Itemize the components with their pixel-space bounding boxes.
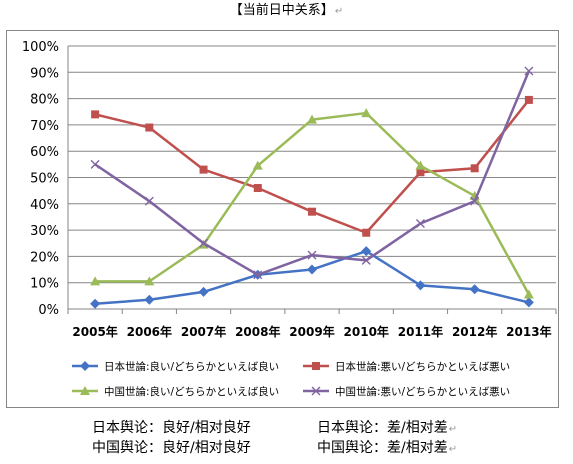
legend-marker-3 xyxy=(80,386,90,395)
data-point-series-1 xyxy=(361,246,372,257)
data-point-series-2 xyxy=(308,207,316,216)
caption-japan-bad-text: 日本舆论：差/相对差 xyxy=(317,420,448,436)
series-line-4 xyxy=(94,70,531,277)
data-point-series-4 xyxy=(307,250,317,260)
caption-japan-good: 日本舆论：良好/相对良好 xyxy=(92,419,251,437)
x-tick-label: 2011年 xyxy=(398,324,443,339)
data-point-series-3 xyxy=(361,108,372,118)
data-point-series-4 xyxy=(470,196,480,206)
data-point-series-4 xyxy=(199,238,209,248)
caption-japan-bad: 日本舆论：差/相对差↵ xyxy=(317,419,457,439)
data-point-series-2 xyxy=(524,95,533,104)
return-mark-icon: ↵ xyxy=(334,6,344,17)
y-tick-label: 0% xyxy=(38,303,59,318)
data-point-series-2 xyxy=(91,110,100,119)
y-tick-label: 50% xyxy=(30,172,59,187)
caption-china-good-text: 中国舆论：良好/相对良好 xyxy=(92,440,251,456)
data-point-series-3 xyxy=(90,276,101,286)
data-point-series-2 xyxy=(470,164,479,173)
x-tick-label: 2012年 xyxy=(452,324,497,339)
series-line-1 xyxy=(95,249,530,305)
return-mark-icon: ↵ xyxy=(448,424,458,435)
data-point-series-1 xyxy=(198,286,209,297)
x-tick-label: 2010年 xyxy=(344,324,389,339)
x-tick-label: 2009年 xyxy=(289,324,334,339)
legend-marker-2 xyxy=(312,362,320,370)
data-point-series-3 xyxy=(252,160,263,170)
x-tick-label: 2007年 xyxy=(181,324,226,339)
y-tick-label: 20% xyxy=(30,250,59,265)
data-point-series-3 xyxy=(523,289,534,299)
x-tick-label: 2006年 xyxy=(127,324,172,339)
data-point-series-3 xyxy=(307,114,317,124)
y-tick-label: 60% xyxy=(30,145,59,160)
data-point-series-1 xyxy=(469,284,480,295)
data-point-series-4 xyxy=(524,66,534,76)
chart-frame xyxy=(6,30,559,408)
data-point-series-1 xyxy=(90,298,101,309)
page-title: 【当前日中关系】↵ xyxy=(0,2,573,21)
legend-marker-1 xyxy=(80,361,90,371)
data-point-series-3 xyxy=(144,276,155,286)
legend-label-3: 中国世論:良い/どちらかといえば良い xyxy=(104,385,279,398)
legend-label-4: 中国世論:悪い/どちらかといえば悪い xyxy=(335,385,510,398)
data-point-series-4 xyxy=(253,270,263,280)
data-point-series-4 xyxy=(361,255,371,265)
title-text: 【当前日中关系】 xyxy=(229,3,334,18)
data-point-series-2 xyxy=(362,228,371,237)
data-point-series-1 xyxy=(523,297,534,308)
legend-marker-4 xyxy=(311,386,321,396)
data-point-series-1 xyxy=(144,294,155,305)
x-tick-label: 2008年 xyxy=(235,324,280,339)
data-point-series-4 xyxy=(90,159,100,169)
legend-label-1: 日本世論:良い/どちらかといえば良い xyxy=(104,360,279,373)
data-point-series-2 xyxy=(253,184,262,193)
caption-china-good: 中国舆论：良好/相对良好 xyxy=(92,439,251,457)
data-point-series-2 xyxy=(199,165,208,174)
data-point-series-1 xyxy=(415,280,426,291)
data-point-series-4 xyxy=(144,196,154,206)
data-point-series-4 xyxy=(415,219,425,229)
y-tick-label: 100% xyxy=(22,40,59,55)
legend-label-2: 日本世論:悪い/どちらかといえば悪い xyxy=(335,360,510,373)
x-tick-label: 2005年 xyxy=(72,324,117,339)
data-point-series-2 xyxy=(145,123,154,132)
y-tick-label: 70% xyxy=(30,119,59,134)
y-tick-label: 80% xyxy=(30,93,59,108)
y-tick-label: 40% xyxy=(30,198,59,213)
caption-china-bad-text: 中国舆论：差/相对差 xyxy=(317,440,448,456)
x-tick-label: 2013年 xyxy=(506,324,551,339)
y-tick-label: 30% xyxy=(30,224,59,239)
y-tick-label: 10% xyxy=(30,277,59,292)
return-mark-icon: ↵ xyxy=(448,444,458,455)
caption-japan-good-text: 日本舆论：良好/相对良好 xyxy=(92,420,251,436)
caption-china-bad: 中国舆论：差/相对差↵ xyxy=(317,439,457,459)
data-point-series-3 xyxy=(415,160,426,170)
y-tick-label: 90% xyxy=(30,66,59,81)
data-point-series-2 xyxy=(416,168,425,177)
data-point-series-1 xyxy=(307,264,317,275)
